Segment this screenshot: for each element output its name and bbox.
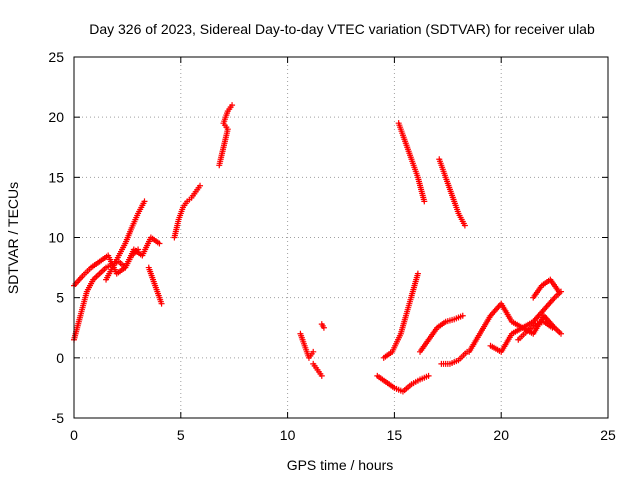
data-point bbox=[229, 102, 236, 109]
series-trackS bbox=[515, 318, 556, 343]
data-point bbox=[158, 300, 165, 307]
axis-ticks: 0 5 10 15 20 25 -5 0 5 10 15 20 25 bbox=[48, 49, 616, 443]
series-trackI bbox=[318, 321, 327, 331]
plot-frame bbox=[73, 56, 609, 419]
series-trackF bbox=[216, 102, 236, 169]
chart-title: Day 326 of 2023, Sidereal Day-to-day VTE… bbox=[89, 21, 595, 37]
y-tick-label: 25 bbox=[48, 49, 64, 65]
data-point bbox=[197, 182, 204, 189]
y-tick-label: 15 bbox=[48, 169, 64, 185]
data-point bbox=[414, 270, 421, 277]
y-tick-label: 20 bbox=[48, 109, 64, 125]
data-point bbox=[310, 348, 317, 355]
series-trackM bbox=[417, 312, 466, 355]
y-tick-label: 0 bbox=[56, 350, 64, 366]
x-axis-label: GPS time / hours bbox=[287, 457, 394, 473]
x-tick-label: 15 bbox=[387, 427, 403, 443]
data-point bbox=[558, 330, 565, 337]
x-tick-label: 20 bbox=[493, 427, 509, 443]
x-tick-label: 0 bbox=[70, 427, 78, 443]
data-point bbox=[461, 222, 468, 229]
series-trackK bbox=[395, 120, 428, 205]
data-point bbox=[141, 198, 148, 205]
series-trackL bbox=[380, 270, 421, 361]
x-tick-label: 5 bbox=[177, 427, 185, 443]
series-trackD bbox=[145, 264, 165, 307]
x-tick-label: 25 bbox=[600, 427, 616, 443]
data-point bbox=[459, 312, 466, 319]
series-trackJ bbox=[374, 372, 432, 395]
data-point bbox=[421, 198, 428, 205]
series-trackP bbox=[466, 288, 565, 355]
series-trackB bbox=[71, 234, 163, 289]
y-tick-label: 5 bbox=[56, 290, 64, 306]
series-trackC bbox=[103, 198, 148, 283]
series-trackQ bbox=[487, 312, 565, 355]
y-axis-label: SDTVAR / TECUs bbox=[5, 182, 21, 294]
data-point bbox=[555, 288, 562, 295]
data-point bbox=[320, 324, 327, 331]
series-trackH bbox=[310, 360, 325, 379]
series-trackG bbox=[297, 330, 317, 361]
series-trackR bbox=[530, 276, 562, 301]
data-point bbox=[318, 372, 325, 379]
grid bbox=[74, 57, 608, 418]
data-point bbox=[425, 372, 432, 379]
x-tick-label: 10 bbox=[280, 427, 296, 443]
series-trackN bbox=[436, 156, 468, 229]
series-trackE bbox=[171, 182, 204, 241]
data-points bbox=[71, 102, 565, 395]
data-point bbox=[549, 324, 556, 331]
data-point bbox=[156, 240, 163, 247]
y-tick-label: -5 bbox=[52, 410, 65, 426]
y-tick-label: 10 bbox=[48, 230, 64, 246]
